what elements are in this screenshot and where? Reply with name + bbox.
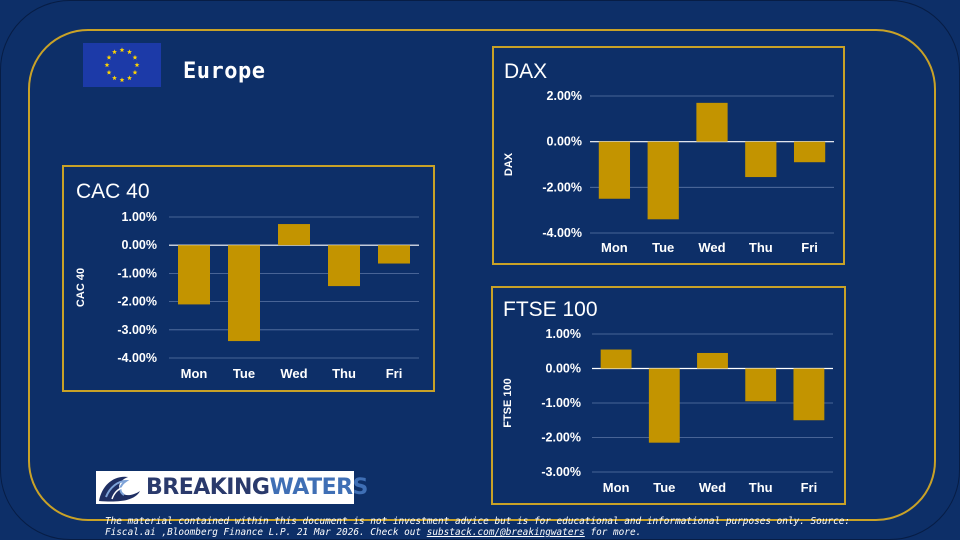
y-axis-label: CAC 40 (75, 268, 87, 307)
flag-star-icon (127, 49, 132, 55)
bar-tue (647, 141, 679, 220)
flag-star-icon (112, 49, 117, 55)
y-tick-label: -3.00% (541, 465, 581, 479)
bar-thu (328, 245, 360, 287)
x-tick-label: Wed (699, 480, 726, 495)
y-tick-label: -2.00% (541, 431, 581, 445)
y-tick-label: -1.00% (541, 396, 581, 410)
x-tick-label: Mon (181, 366, 208, 381)
bar-mon (178, 245, 210, 305)
cac40-chart-panel: CAC 40 CAC 40 1.00% 0.00% -1.00% -2.00% -3.00%… (62, 165, 435, 392)
flag-star-icon (134, 62, 140, 68)
bar-fri (793, 368, 825, 421)
y-tick-label: -4.00% (542, 226, 582, 240)
x-tick-label: Fri (386, 366, 403, 381)
x-tick-label: Thu (749, 240, 773, 255)
x-tick-label: Thu (749, 480, 773, 495)
substack-link[interactable]: substack.com/@breakingwaters (426, 527, 585, 538)
y-axis-label: DAX (503, 152, 515, 176)
bar-wed (696, 102, 728, 142)
y-tick-label: 1.00% (122, 210, 157, 224)
x-tick-label: Tue (233, 366, 255, 381)
wave-icon (99, 476, 140, 502)
x-tick-label: Thu (332, 366, 356, 381)
y-tick-label: -1.00% (117, 266, 157, 280)
bar-fri (378, 245, 410, 264)
y-tick-label: -4.00% (117, 351, 157, 365)
x-tick-label: Mon (603, 480, 630, 495)
y-tick-label: 0.00% (122, 238, 157, 252)
bar-wed (278, 224, 310, 246)
flag-star-icon (132, 69, 138, 75)
y-tick-label: 2.00% (547, 89, 582, 103)
x-tick-label: Mon (601, 240, 628, 255)
flag-star-icon (127, 75, 132, 81)
x-tick-label: Tue (653, 480, 675, 495)
bar-thu (745, 368, 777, 402)
bar-thu (745, 141, 777, 178)
bar-mon (600, 349, 632, 369)
x-tick-label: Fri (801, 480, 818, 495)
cac40-chart: CAC 40 CAC 40 1.00% 0.00% -1.00% -2.00% -3.00%… (75, 180, 419, 381)
flag-star-icon (119, 77, 125, 83)
dax-chart-panel: DAX DAX 2.00% 0.00% -2.00% -4.00% Mon Tue Wed Thu… (492, 46, 845, 265)
flag-star-icon (112, 75, 117, 81)
logo-text-breaking: BREAKING (146, 475, 270, 500)
y-axis-label: FTSE 100 (502, 378, 514, 428)
ftse100-chart: FTSE 100 FTSE 100 1.00% 0.00% -1.00% -2.00% -3… (502, 298, 833, 495)
x-tick-label: Wed (698, 240, 725, 255)
bar-mon (598, 141, 631, 199)
disclaimer-text: The material contained within this docum… (105, 516, 851, 538)
bar-fri (793, 141, 826, 163)
bar-tue (648, 368, 680, 443)
y-tick-label: -2.00% (542, 180, 582, 194)
y-tick-label: 1.00% (546, 327, 581, 341)
y-tick-label: -2.00% (117, 295, 157, 309)
disclaimer-suffix: for more. (590, 527, 642, 538)
y-tick-label: 0.00% (547, 135, 582, 149)
bar-wed (697, 352, 728, 369)
flag-star-icon (119, 47, 125, 53)
ftse100-chart-panel: FTSE 100 FTSE 100 1.00% 0.00% -1.00% -2.00% -3… (491, 286, 846, 505)
flag-star-icon (132, 54, 138, 60)
chart-title: FTSE 100 (503, 298, 598, 321)
y-tick-label: -3.00% (117, 323, 157, 337)
flag-star-icon (106, 54, 112, 60)
logo-text-waters: WATERS (269, 475, 368, 500)
x-tick-label: Fri (801, 240, 818, 255)
region-title: Europe (183, 59, 266, 84)
slide-frame (28, 29, 936, 521)
chart-title: CAC 40 (76, 180, 150, 203)
logo-wordmark: BREAKINGWATERS (146, 475, 368, 501)
bar-tue (228, 245, 260, 342)
chart-title: DAX (504, 60, 547, 83)
y-tick-label: 0.00% (546, 362, 581, 376)
disclaimer: The material contained within this docum… (105, 516, 865, 538)
flag-star-icon (106, 69, 112, 75)
eu-flag-icon (83, 43, 161, 87)
flag-star-icon (104, 62, 110, 68)
breakingwaters-logo: BREAKINGWATERS (96, 471, 368, 504)
x-tick-label: Wed (280, 366, 307, 381)
x-tick-label: Tue (652, 240, 674, 255)
